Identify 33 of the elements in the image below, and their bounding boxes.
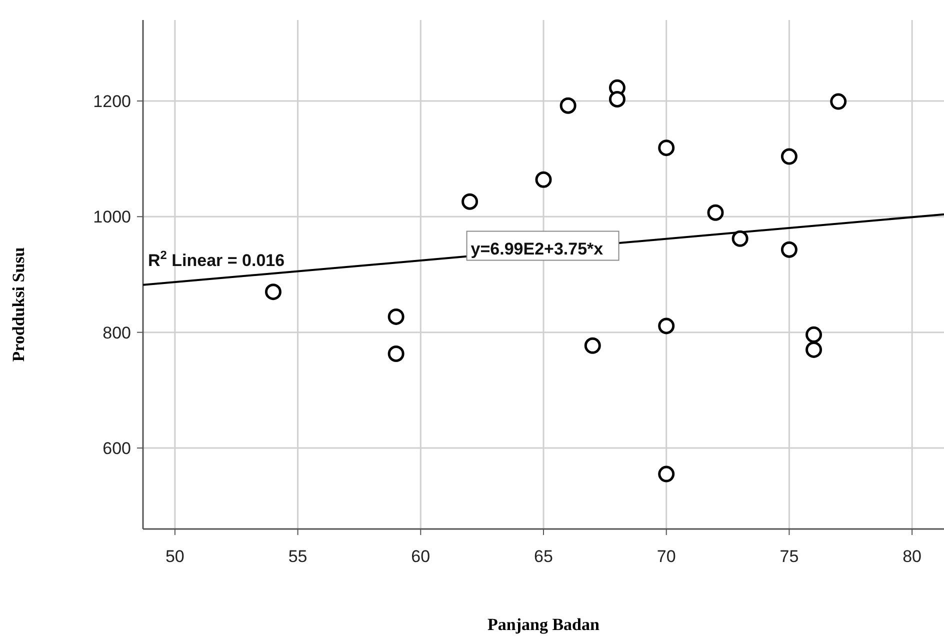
point (388, 345, 404, 362)
x-tick-label: 75 (780, 547, 799, 566)
x-tick-label: 55 (288, 547, 308, 566)
point (780, 148, 798, 165)
point (658, 466, 675, 482)
point (264, 284, 282, 300)
y-tick-label: 1200 (93, 92, 131, 111)
point (658, 318, 675, 334)
y-tick-label: 600 (102, 438, 131, 458)
point (462, 193, 478, 210)
point (658, 140, 675, 156)
annotation: R$^{2}$ Linear = 0.016 (148, 248, 285, 270)
x-tick-label: 60 (411, 547, 430, 566)
point (388, 308, 404, 325)
x-tick-label: 70 (656, 547, 676, 566)
x-tick-label: 50 (165, 547, 184, 566)
point (830, 93, 847, 110)
point (584, 337, 601, 354)
point (806, 326, 822, 343)
point (806, 341, 822, 358)
x-axis-title: Panjang Badan (488, 615, 600, 634)
point (707, 204, 724, 221)
y-axis-title: Prodduksi Susu (9, 247, 28, 362)
point (608, 90, 626, 108)
point (780, 241, 798, 258)
y-tick-label: 800 (102, 323, 131, 342)
point (732, 230, 748, 247)
point (560, 97, 576, 114)
x-tick-label: 80 (902, 547, 922, 566)
point (535, 171, 552, 188)
x-tick-label: 65 (534, 547, 553, 566)
y-tick-label: 1000 (93, 208, 131, 227)
annotation: y=6.99E2+3.75*x (470, 239, 604, 258)
